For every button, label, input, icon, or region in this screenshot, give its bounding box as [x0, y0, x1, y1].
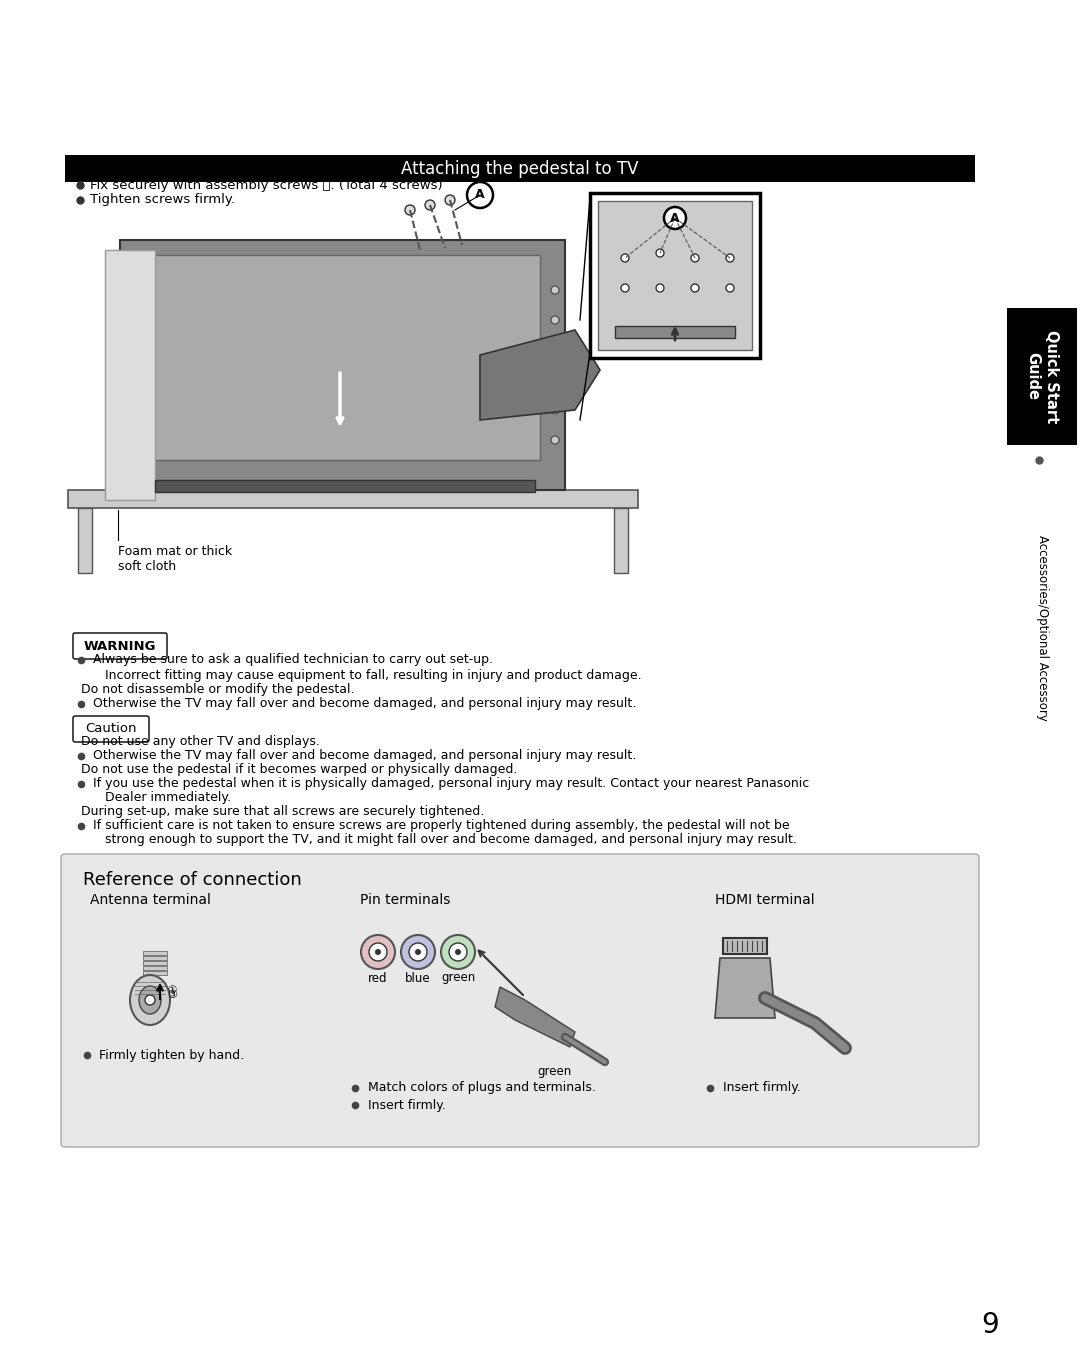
Circle shape — [467, 183, 492, 208]
Bar — [143, 961, 167, 965]
Text: During set-up, make sure that all screws are securely tightened.: During set-up, make sure that all screws… — [81, 805, 484, 819]
Circle shape — [621, 254, 629, 262]
Circle shape — [551, 436, 559, 444]
Bar — [615, 507, 627, 574]
Circle shape — [551, 406, 559, 414]
FancyBboxPatch shape — [60, 854, 978, 1147]
Circle shape — [551, 346, 559, 354]
Polygon shape — [480, 330, 600, 419]
Bar — [78, 507, 92, 574]
Text: blue: blue — [405, 971, 431, 985]
Text: strong enough to support the TV, and it might fall over and become damaged, and : strong enough to support the TV, and it … — [105, 833, 797, 847]
Bar — [615, 326, 735, 338]
Text: WARNING: WARNING — [84, 640, 157, 652]
Ellipse shape — [139, 986, 161, 1013]
Text: Do not use the pedestal if it becomes warped or physically damaged.: Do not use the pedestal if it becomes wa… — [81, 763, 517, 777]
Text: Quick Start
Guide: Quick Start Guide — [1025, 330, 1058, 423]
Bar — [65, 156, 975, 183]
Text: Dealer immediately.: Dealer immediately. — [105, 792, 231, 805]
Circle shape — [409, 943, 427, 961]
Text: If you use the pedestal when it is physically damaged, personal injury may resul: If you use the pedestal when it is physi… — [93, 778, 809, 790]
Circle shape — [441, 935, 475, 969]
Circle shape — [656, 284, 664, 292]
FancyBboxPatch shape — [590, 193, 760, 359]
Circle shape — [551, 376, 559, 384]
Circle shape — [726, 254, 734, 262]
Text: Always be sure to ask a qualified technician to carry out set-up.: Always be sure to ask a qualified techni… — [93, 653, 492, 667]
Text: Otherwise the TV may fall over and become damaged, and personal injury may resul: Otherwise the TV may fall over and becom… — [93, 698, 636, 710]
Text: 9: 9 — [981, 1311, 999, 1339]
Text: Do not disassemble or modify the pedestal.: Do not disassemble or modify the pedesta… — [81, 683, 354, 697]
Text: Pin terminals: Pin terminals — [360, 893, 450, 907]
Text: Caution: Caution — [85, 723, 137, 736]
Text: Insert firmly.: Insert firmly. — [368, 1099, 446, 1112]
Circle shape — [369, 943, 387, 961]
Circle shape — [445, 195, 455, 206]
Circle shape — [361, 935, 395, 969]
Text: ③: ③ — [167, 990, 177, 1000]
Bar — [143, 966, 167, 970]
Text: Insert firmly.: Insert firmly. — [723, 1081, 801, 1095]
Bar — [143, 971, 167, 976]
Circle shape — [401, 935, 435, 969]
Text: HDMI terminal: HDMI terminal — [715, 893, 814, 907]
Circle shape — [405, 206, 415, 215]
Text: red: red — [368, 971, 388, 985]
Bar — [143, 957, 167, 961]
Circle shape — [449, 943, 467, 961]
Text: If sufficient care is not taken to ensure screws are properly tightened during a: If sufficient care is not taken to ensur… — [93, 820, 789, 832]
Polygon shape — [105, 250, 156, 501]
Ellipse shape — [130, 976, 170, 1026]
Text: Attaching the pedestal to TV: Attaching the pedestal to TV — [402, 160, 638, 177]
Circle shape — [426, 200, 435, 210]
Circle shape — [656, 249, 664, 257]
Text: Otherwise the TV may fall over and become damaged, and personal injury may resul: Otherwise the TV may fall over and becom… — [93, 750, 636, 763]
Text: Reference of connection: Reference of connection — [83, 871, 301, 889]
Circle shape — [551, 285, 559, 294]
Circle shape — [691, 284, 699, 292]
Text: ①: ① — [167, 985, 176, 994]
Polygon shape — [120, 239, 565, 490]
Polygon shape — [140, 254, 540, 460]
Polygon shape — [723, 938, 767, 954]
Circle shape — [455, 948, 461, 955]
Bar — [68, 490, 638, 507]
Polygon shape — [495, 986, 575, 1047]
Text: Incorrect fitting may cause equipment to fall, resulting in injury and product d: Incorrect fitting may cause equipment to… — [105, 668, 642, 682]
Circle shape — [415, 948, 421, 955]
Circle shape — [664, 207, 686, 229]
FancyBboxPatch shape — [73, 633, 167, 659]
Circle shape — [691, 254, 699, 262]
Bar — [598, 202, 752, 350]
Circle shape — [375, 948, 381, 955]
Text: green: green — [538, 1066, 572, 1078]
Text: Tighten screws firmly.: Tighten screws firmly. — [90, 193, 235, 207]
Text: A: A — [475, 188, 485, 202]
Text: Foam mat or thick
soft cloth: Foam mat or thick soft cloth — [118, 545, 232, 574]
Text: Accessories/Optional Accessory: Accessories/Optional Accessory — [1036, 534, 1049, 720]
Text: Match colors of plugs and terminals.: Match colors of plugs and terminals. — [368, 1081, 596, 1095]
Text: Fix securely with assembly screws Ⓐ. (Total 4 screws): Fix securely with assembly screws Ⓐ. (To… — [90, 179, 443, 192]
Circle shape — [145, 994, 156, 1005]
FancyBboxPatch shape — [73, 716, 149, 741]
Bar — [156, 480, 535, 492]
Text: Do not use any other TV and displays.: Do not use any other TV and displays. — [81, 736, 320, 748]
Polygon shape — [715, 958, 775, 1017]
Bar — [143, 951, 167, 955]
Text: Firmly tighten by hand.: Firmly tighten by hand. — [99, 1049, 244, 1062]
Circle shape — [726, 284, 734, 292]
Circle shape — [621, 284, 629, 292]
Bar — [1007, 308, 1077, 445]
Text: A: A — [671, 211, 679, 225]
Text: Antenna terminal: Antenna terminal — [90, 893, 211, 907]
Circle shape — [551, 317, 559, 323]
Text: green: green — [441, 971, 475, 985]
